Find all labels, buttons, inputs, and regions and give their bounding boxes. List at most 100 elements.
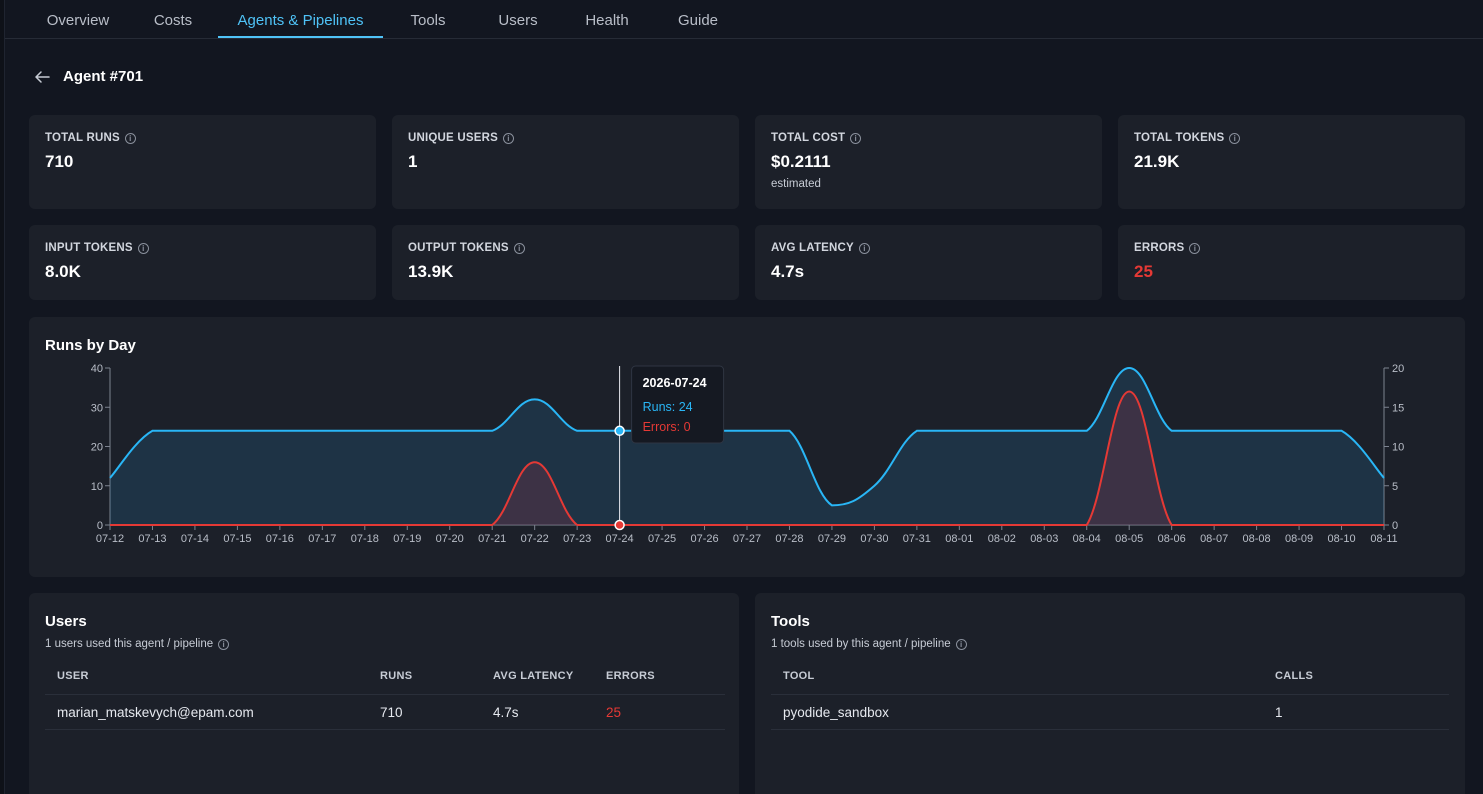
x-tick-label: 07-28 (775, 533, 803, 545)
column-header[interactable]: ERRORS (606, 670, 655, 682)
stat-value: $0.2111 (771, 152, 831, 171)
x-tick-label: 07-26 (690, 533, 718, 545)
runs-by-day-card: Runs by Day 0 10 20 30 40 0 5 10 15 20 07-12 07-13 0… (29, 317, 1465, 577)
y-right-tick-label: 15 (1392, 402, 1404, 414)
x-tick-label: 07-22 (521, 533, 549, 545)
stat-label: ERRORS (1134, 242, 1185, 254)
table-row[interactable]: marian_matskevych@epam.com 710 4.7s 25 (45, 694, 725, 730)
x-tick-label: 08-04 (1073, 533, 1101, 545)
stat-card-total-runs: TOTAL RUNS i 710 (29, 115, 376, 209)
tab-guide[interactable]: Guide (677, 12, 719, 29)
stat-label: TOTAL COST (771, 132, 846, 144)
info-icon[interactable]: i (137, 242, 149, 254)
stat-value: 21.9K (1134, 152, 1180, 171)
hover-point-runs (614, 425, 625, 437)
info-icon[interactable]: i (513, 242, 525, 254)
tab-agents-pipelines[interactable]: Agents & Pipelines (218, 0, 383, 38)
user-errors: 25 (606, 705, 622, 720)
x-tick-label: 07-25 (648, 533, 676, 545)
tab-costs[interactable]: Costs (153, 12, 193, 29)
y-left-tick-label: 40 (91, 363, 103, 375)
chart-title: Runs by Day (45, 337, 136, 354)
x-tick-label: 08-07 (1200, 533, 1228, 545)
table-row[interactable]: pyodide_sandbox 1 (771, 694, 1449, 730)
user-latency: 4.7s (493, 705, 519, 720)
column-header[interactable]: TOOL (783, 670, 815, 682)
x-tick-label: 07-15 (223, 533, 251, 545)
x-tick-label: 08-03 (1030, 533, 1058, 545)
runs-by-day-chart[interactable]: 0 10 20 30 40 0 5 10 15 20 07-12 07-13 07-14 07-15 07-… (29, 317, 1465, 577)
x-tick-label: 08-06 (1158, 533, 1186, 545)
stat-value: 1 (408, 152, 418, 171)
arrow-left-icon[interactable] (33, 64, 51, 88)
y-left-tick-label: 10 (91, 481, 103, 493)
stat-card-avg-latency: AVG LATENCY i 4.7s (755, 225, 1102, 300)
y-right-tick-label: 20 (1392, 363, 1404, 375)
tooltip-box (631, 365, 725, 444)
user-email: marian_matskevych@epam.com (57, 705, 254, 720)
column-header[interactable]: USER (57, 670, 89, 682)
x-tick-label: 08-08 (1243, 533, 1271, 545)
series-line-runs (109, 366, 1385, 507)
column-header[interactable]: CALLS (1275, 670, 1314, 682)
stat-value: 4.7s (771, 262, 805, 281)
stat-subtext: estimated (771, 178, 821, 190)
stat-card-errors: ERRORS i 25 (1118, 225, 1465, 300)
tools-panel: Tools 1 tools used by this agent / pipel… (755, 593, 1465, 794)
y-right-tick-label: 10 (1392, 442, 1404, 454)
info-icon[interactable]: i (124, 132, 136, 144)
panel-title: Tools (771, 613, 810, 630)
tool-name: pyodide_sandbox (783, 705, 889, 720)
left-rail (0, 0, 5, 794)
x-tick-label: 07-14 (181, 533, 209, 545)
stat-label: OUTPUT TOKENS (408, 242, 509, 254)
x-tick-label: 07-24 (606, 533, 634, 545)
tooltip-runs: Runs: 24 (643, 400, 693, 414)
stat-label: INPUT TOKENS (45, 242, 133, 254)
users-panel: Users 1 users used this agent / pipeline… (29, 593, 739, 794)
stat-label: UNIQUE USERS (408, 132, 498, 144)
info-icon[interactable]: i (218, 638, 230, 650)
stat-card-output-tokens: OUTPUT TOKENS i 13.9K (392, 225, 739, 300)
user-runs: 710 (380, 705, 403, 720)
tab-overview[interactable]: Overview (46, 12, 110, 29)
y-left-tick-label: 0 (97, 520, 103, 532)
stat-card-total-tokens: TOTAL TOKENS i 21.9K (1118, 115, 1465, 209)
x-tick-label: 07-27 (733, 533, 761, 545)
y-left-tick-label: 30 (91, 402, 103, 414)
column-header[interactable]: RUNS (380, 670, 413, 682)
x-tick-label: 08-01 (945, 533, 973, 545)
panel-title: Users (45, 613, 87, 630)
x-tick-label: 07-31 (903, 533, 931, 545)
tool-calls: 1 (1275, 705, 1283, 720)
x-tick-label: 07-18 (351, 533, 379, 545)
column-header[interactable]: AVG LATENCY (493, 670, 574, 682)
x-tick-label: 08-05 (1115, 533, 1143, 545)
series-area-runs (110, 368, 1384, 525)
info-icon[interactable]: i (1189, 242, 1201, 254)
stat-card-input-tokens: INPUT TOKENS i 8.0K (29, 225, 376, 300)
tab-tools[interactable]: Tools (410, 12, 446, 29)
page-header: Agent #701 (33, 64, 143, 88)
x-tick-label: 07-20 (436, 533, 464, 545)
x-tick-label: 07-17 (308, 533, 336, 545)
info-icon[interactable]: i (502, 132, 514, 144)
chart-tooltip: 2026-07-24 Runs: 24 Errors: 0 (631, 365, 725, 444)
x-tick-label: 07-29 (818, 533, 846, 545)
info-icon[interactable]: i (955, 638, 967, 650)
info-icon[interactable]: i (858, 242, 870, 254)
stat-value: 710 (45, 152, 74, 171)
stat-value: 8.0K (45, 262, 81, 281)
y-left-tick-label: 20 (91, 442, 103, 454)
tooltip-date: 2026-07-24 (643, 376, 707, 390)
stat-label: TOTAL TOKENS (1134, 132, 1225, 144)
stat-value: 25 (1134, 262, 1153, 281)
tab-users[interactable]: Users (498, 12, 538, 29)
x-tick-label: 07-16 (266, 533, 294, 545)
info-icon[interactable]: i (1229, 132, 1241, 144)
stat-value: 13.9K (408, 262, 454, 281)
info-icon[interactable]: i (850, 132, 862, 144)
series-area-errors (110, 391, 1384, 525)
y-right-tick-label: 5 (1392, 481, 1398, 493)
tab-health[interactable]: Health (585, 12, 629, 29)
